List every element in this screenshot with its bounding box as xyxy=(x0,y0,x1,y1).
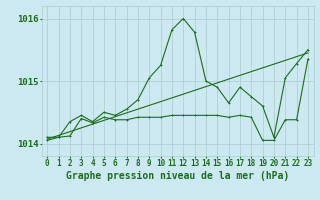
X-axis label: Graphe pression niveau de la mer (hPa): Graphe pression niveau de la mer (hPa) xyxy=(66,171,289,181)
